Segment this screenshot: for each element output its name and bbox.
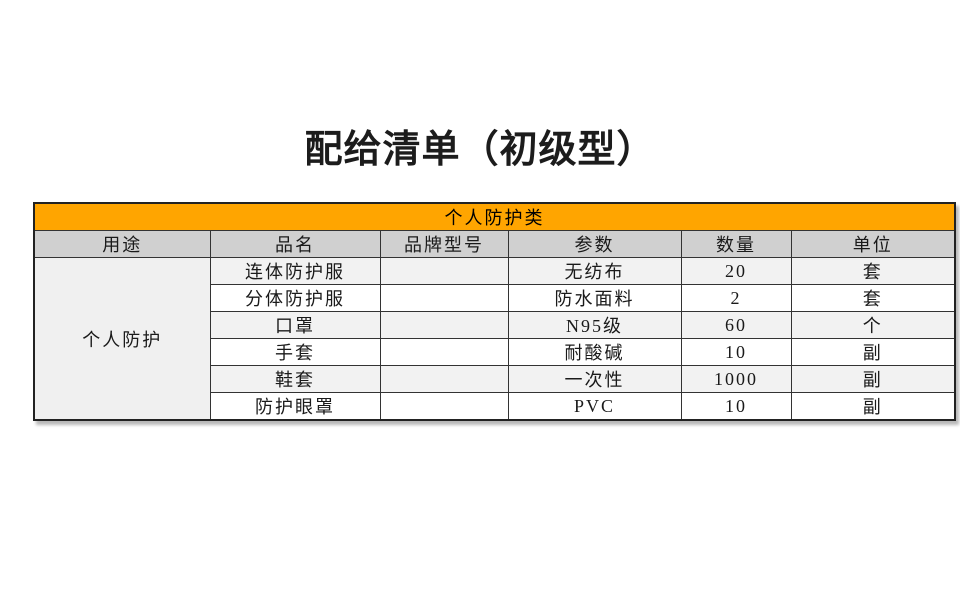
table-row: 手套 耐酸碱 10 副 bbox=[34, 338, 956, 366]
cell-qty: 2 bbox=[680, 284, 792, 312]
cell-qty: 10 bbox=[680, 338, 792, 366]
category-band-row: 个人防护类 bbox=[33, 202, 956, 231]
cell-brand bbox=[379, 311, 509, 339]
col-header-name: 品名 bbox=[209, 230, 381, 258]
col-header-param: 参数 bbox=[507, 230, 682, 258]
cell-unit: 套 bbox=[790, 284, 956, 312]
cell-param: 一次性 bbox=[507, 365, 682, 393]
col-header-brand: 品牌型号 bbox=[379, 230, 509, 258]
table-row: 防护眼罩 PVC 10 副 bbox=[34, 392, 956, 421]
cell-brand bbox=[379, 257, 509, 285]
cell-brand bbox=[379, 338, 509, 366]
supply-table: 个人防护类 用途 品名 品牌型号 参数 数量 单位 个人防护 连体防护服 无纺布… bbox=[33, 202, 957, 421]
cell-qty: 20 bbox=[680, 257, 792, 285]
usage-cell: 个人防护 bbox=[33, 257, 211, 421]
cell-name: 防护眼罩 bbox=[209, 392, 381, 421]
cell-unit: 个 bbox=[790, 311, 956, 339]
cell-name: 鞋套 bbox=[209, 365, 381, 393]
table-row: 鞋套 一次性 1000 副 bbox=[34, 365, 956, 393]
cell-name: 口罩 bbox=[209, 311, 381, 339]
cell-name: 分体防护服 bbox=[209, 284, 381, 312]
cell-param: 防水面料 bbox=[507, 284, 682, 312]
cell-brand bbox=[379, 392, 509, 421]
cell-param: N95级 bbox=[507, 311, 682, 339]
cell-param: 无纺布 bbox=[507, 257, 682, 285]
cell-unit: 副 bbox=[790, 392, 956, 421]
category-band: 个人防护类 bbox=[33, 202, 956, 231]
cell-param: 耐酸碱 bbox=[507, 338, 682, 366]
column-header-row: 用途 品名 品牌型号 参数 数量 单位 bbox=[33, 230, 956, 258]
table-row: 口罩 N95级 60 个 bbox=[34, 311, 956, 339]
col-header-qty: 数量 bbox=[680, 230, 792, 258]
cell-name: 连体防护服 bbox=[209, 257, 381, 285]
cell-unit: 副 bbox=[790, 338, 956, 366]
cell-brand bbox=[379, 284, 509, 312]
cell-param: PVC bbox=[507, 392, 682, 421]
table-row: 个人防护 连体防护服 无纺布 20 套 bbox=[33, 257, 956, 421]
cell-qty: 10 bbox=[680, 392, 792, 421]
page-title: 配给清单（初级型） bbox=[304, 129, 656, 171]
col-header-usage: 用途 bbox=[33, 230, 211, 258]
cell-unit: 套 bbox=[790, 257, 956, 285]
cell-brand bbox=[379, 365, 509, 393]
cell-qty: 60 bbox=[680, 311, 792, 339]
cell-name: 手套 bbox=[209, 338, 381, 366]
cell-qty: 1000 bbox=[680, 365, 792, 393]
col-header-unit: 单位 bbox=[790, 230, 956, 258]
cell-unit: 副 bbox=[790, 365, 956, 393]
